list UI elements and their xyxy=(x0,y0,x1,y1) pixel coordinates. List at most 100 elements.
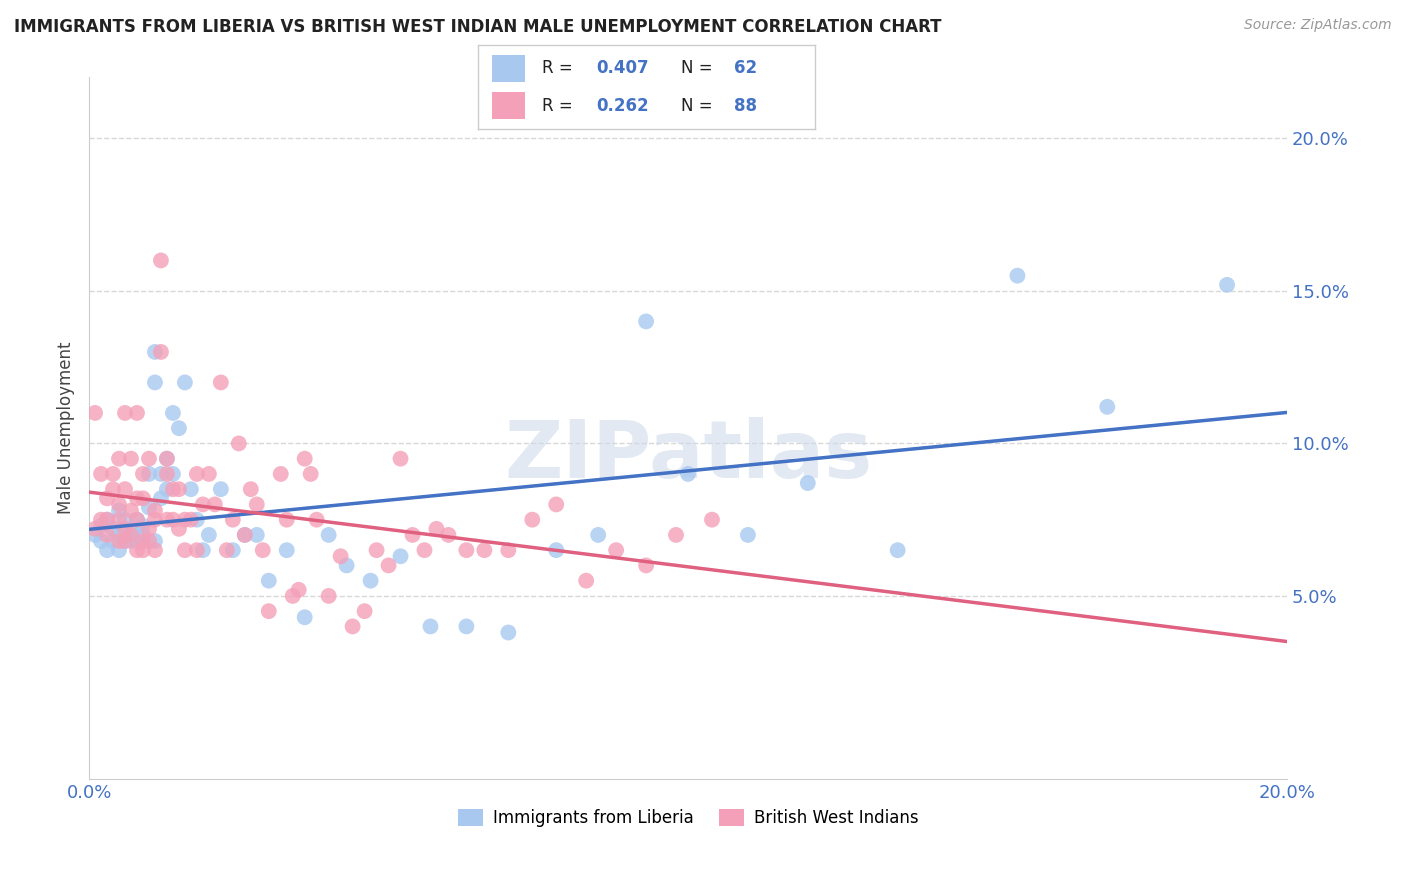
Point xyxy=(1097,400,1119,414)
Point xyxy=(132,543,155,558)
Point xyxy=(305,513,328,527)
Point xyxy=(180,482,202,496)
Point xyxy=(886,543,908,558)
Point xyxy=(101,534,124,549)
Point xyxy=(246,498,269,512)
Point xyxy=(108,498,131,512)
Point xyxy=(120,534,142,549)
Text: ZIPatlas: ZIPatlas xyxy=(503,417,872,495)
Point xyxy=(246,528,269,542)
Point xyxy=(90,518,112,533)
Point xyxy=(222,543,245,558)
Point xyxy=(419,619,441,633)
Point xyxy=(198,467,221,481)
Point xyxy=(228,436,250,450)
Point xyxy=(180,513,202,527)
Point xyxy=(156,451,179,466)
Point xyxy=(425,522,447,536)
Point xyxy=(143,513,166,527)
Point xyxy=(101,482,124,496)
Point xyxy=(167,421,190,435)
Point xyxy=(90,534,112,549)
Point xyxy=(1216,277,1239,292)
Point xyxy=(120,503,142,517)
Text: R =: R = xyxy=(543,60,578,78)
Point xyxy=(1007,268,1029,283)
Point xyxy=(605,543,627,558)
Point xyxy=(174,543,197,558)
Point xyxy=(143,543,166,558)
Point xyxy=(162,467,184,481)
Point xyxy=(233,528,256,542)
Point xyxy=(84,528,107,542)
Point xyxy=(108,503,131,517)
Point xyxy=(389,451,412,466)
Text: Source: ZipAtlas.com: Source: ZipAtlas.com xyxy=(1244,18,1392,32)
Point xyxy=(132,534,155,549)
Point xyxy=(239,482,262,496)
Point xyxy=(366,543,388,558)
Point xyxy=(143,376,166,390)
Point xyxy=(90,467,112,481)
Point xyxy=(498,543,520,558)
Point xyxy=(114,534,136,549)
Point xyxy=(90,513,112,527)
Point xyxy=(108,513,131,527)
Point xyxy=(125,543,148,558)
Point xyxy=(138,500,160,515)
Text: R =: R = xyxy=(543,96,578,114)
Point xyxy=(252,543,274,558)
Point xyxy=(149,253,172,268)
Point xyxy=(96,513,118,527)
Point xyxy=(101,467,124,481)
Point xyxy=(143,534,166,549)
Point xyxy=(329,549,352,564)
Point xyxy=(575,574,598,588)
Point xyxy=(737,528,759,542)
Point xyxy=(149,345,172,359)
Point xyxy=(132,467,155,481)
Point xyxy=(125,491,148,506)
Text: 0.262: 0.262 xyxy=(596,96,648,114)
Point xyxy=(125,513,148,527)
Point xyxy=(101,522,124,536)
Point xyxy=(132,528,155,542)
Point xyxy=(120,451,142,466)
Point xyxy=(114,406,136,420)
Point xyxy=(318,589,340,603)
Point xyxy=(360,574,382,588)
Point xyxy=(474,543,496,558)
Point xyxy=(143,503,166,517)
Point xyxy=(156,467,179,481)
Bar xyxy=(492,54,526,82)
Point xyxy=(167,482,190,496)
Point xyxy=(132,534,155,549)
Point xyxy=(96,513,118,527)
Point xyxy=(186,543,208,558)
Point xyxy=(174,376,197,390)
Point xyxy=(138,522,160,536)
Point xyxy=(84,522,107,536)
Point xyxy=(456,619,478,633)
Point xyxy=(96,528,118,542)
Point xyxy=(84,406,107,420)
Point xyxy=(96,543,118,558)
Point xyxy=(676,467,699,481)
Point xyxy=(797,476,820,491)
Point xyxy=(270,467,292,481)
Point xyxy=(287,582,309,597)
Point xyxy=(498,625,520,640)
Text: IMMIGRANTS FROM LIBERIA VS BRITISH WEST INDIAN MALE UNEMPLOYMENT CORRELATION CHA: IMMIGRANTS FROM LIBERIA VS BRITISH WEST … xyxy=(14,18,942,36)
Point xyxy=(174,513,197,527)
Point xyxy=(156,513,179,527)
Point xyxy=(437,528,460,542)
Point xyxy=(186,513,208,527)
Point xyxy=(162,482,184,496)
Point xyxy=(108,534,131,549)
Point xyxy=(389,549,412,564)
Point xyxy=(162,513,184,527)
Point xyxy=(138,451,160,466)
Point xyxy=(342,619,364,633)
Y-axis label: Male Unemployment: Male Unemployment xyxy=(58,342,75,515)
Point xyxy=(96,491,118,506)
